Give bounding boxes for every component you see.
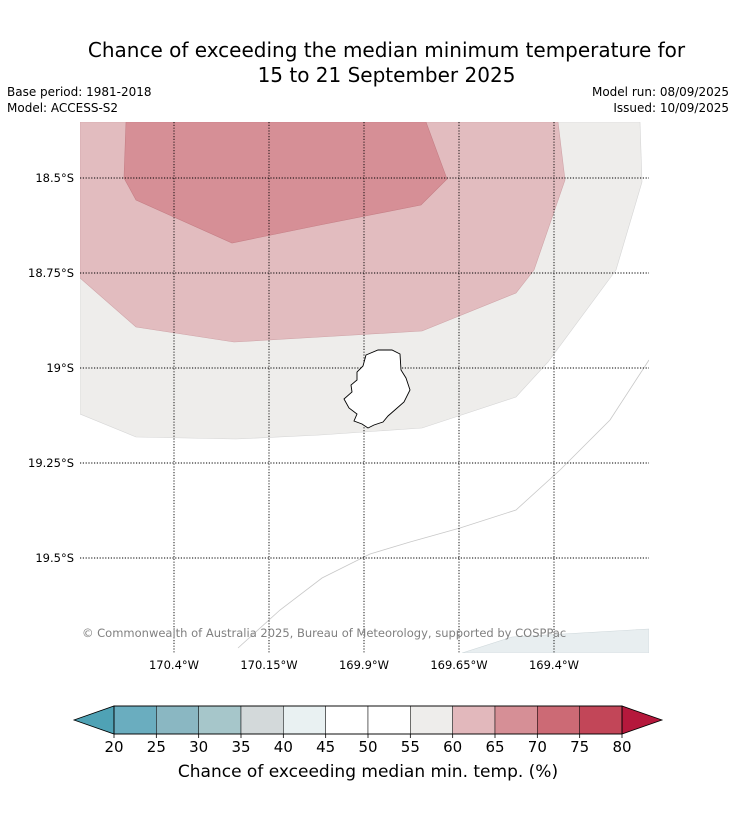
colorbar-segment [156, 705, 199, 735]
lat-label: 19°S [46, 361, 74, 375]
colorbar-segment [367, 705, 411, 735]
lat-label: 18.5°S [35, 171, 74, 185]
region-40-45-sea [461, 628, 649, 653]
metadata-right: Model run: 08/09/2025 Issued: 10/09/2025 [592, 84, 729, 116]
contour-line [237, 359, 649, 649]
lon-label: 169.9°W [339, 658, 389, 672]
colorbar-tick-label: 75 [570, 738, 589, 756]
colorbar-tick-label: 60 [443, 738, 462, 756]
map-title-line-1: Chance of exceeding the median minimum t… [87, 38, 686, 62]
model-name: Model: ACCESS-S2 [7, 101, 119, 115]
lon-label: 169.4°W [529, 658, 579, 672]
colorbar-tick-label: 50 [358, 738, 377, 756]
map-title-line-2: 15 to 21 September 2025 [257, 63, 516, 87]
colorbar-segment [198, 705, 242, 735]
colorbar-tick-label: 30 [189, 738, 208, 756]
colorbar-segment [113, 705, 157, 735]
colorbar-tick-label: 40 [274, 738, 293, 756]
region-65-70 [123, 122, 448, 244]
colorbar-segment [452, 705, 496, 735]
colorbar-segment [283, 705, 326, 735]
copyright-notice: © Commonwealth of Australia 2025, Bureau… [82, 626, 566, 640]
colorbar-over-arrow [621, 705, 664, 735]
colorbar-tick-label: 35 [231, 738, 250, 756]
colorbar-tick-label: 55 [401, 738, 420, 756]
lon-label: 170.15°W [240, 658, 297, 672]
map-title: Chance of exceeding the median minimum t… [0, 38, 736, 88]
colorbar-segment [410, 705, 453, 735]
lon-label: 169.65°W [430, 658, 487, 672]
lat-label: 18.75°S [28, 266, 74, 280]
colorbar-tick-label: 45 [316, 738, 335, 756]
colorbar-segment [579, 705, 623, 735]
colorbar-segment [494, 705, 538, 735]
colorbar: 20 25 30 35 40 45 50 55 60 65 70 75 80 [72, 705, 664, 756]
colorbar-segment [240, 705, 284, 735]
colorbar-label: Chance of exceeding median min. temp. (%… [177, 762, 559, 782]
longitude-labels: 170.4°W 170.15°W 169.9°W 169.65°W 169.4°… [149, 658, 579, 672]
colorbar-tick-label: 80 [612, 738, 631, 756]
latitude-labels: 18.5°S 18.75°S 19°S 19.25°S 19.5°S [28, 171, 74, 565]
colorbar-segment [537, 705, 580, 735]
colorbar-tick-label: 70 [528, 738, 547, 756]
colorbar-under-arrow [72, 705, 115, 735]
colorbar-tick-label: 65 [485, 738, 504, 756]
model-run-date: Model run: 08/09/2025 [591, 85, 729, 99]
base-period: Base period: 1981-2018 [7, 85, 152, 99]
lat-label: 19.25°S [28, 456, 74, 470]
colorbar-segment [325, 705, 369, 735]
colorbar-tick-label: 25 [147, 738, 166, 756]
metadata-left: Base period: 1981-2018 Model: ACCESS-S2 [7, 84, 152, 116]
issued-date: Issued: 10/09/2025 [613, 101, 729, 115]
graticule [80, 122, 649, 653]
lon-label: 170.4°W [149, 658, 199, 672]
lat-label: 19.5°S [35, 551, 74, 565]
island-coastline [343, 349, 411, 429]
colorbar-tick-label: 20 [104, 738, 123, 756]
